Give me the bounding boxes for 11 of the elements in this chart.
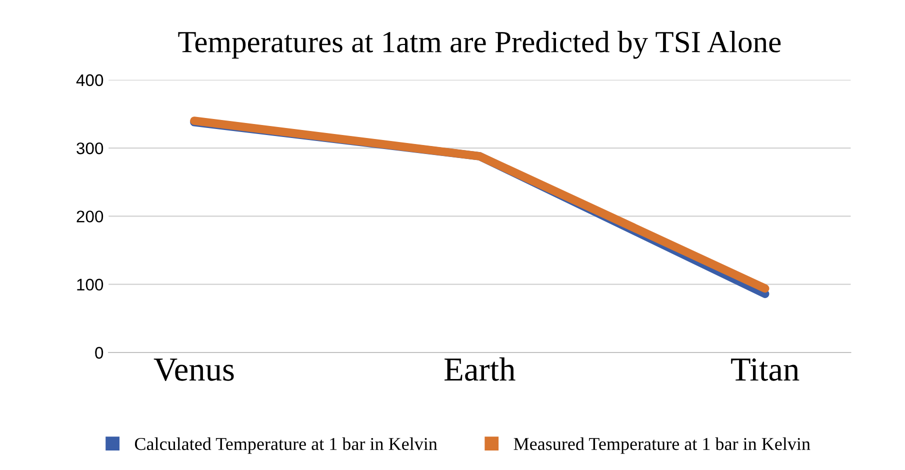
y-tick-label: 400 — [76, 74, 104, 86]
y-tick-label: 200 — [76, 210, 104, 222]
y-tick-label: 300 — [76, 142, 104, 154]
x-tick-label: Titan — [731, 358, 800, 381]
y-tick-label: 100 — [77, 278, 104, 291]
legend-label: Calculated Temperature at 1 bar in Kelvin — [134, 437, 438, 454]
x-tick-label: Earth — [444, 357, 516, 381]
chart-title: Temperatures at 1atm are Predicted by TSI Alone — [178, 30, 781, 59]
y-tick-label: 0 — [95, 346, 104, 359]
legend-label: Measured Temperature at 1 bar in Kelvin — [514, 437, 810, 454]
x-tick-label: Venus — [154, 358, 234, 381]
